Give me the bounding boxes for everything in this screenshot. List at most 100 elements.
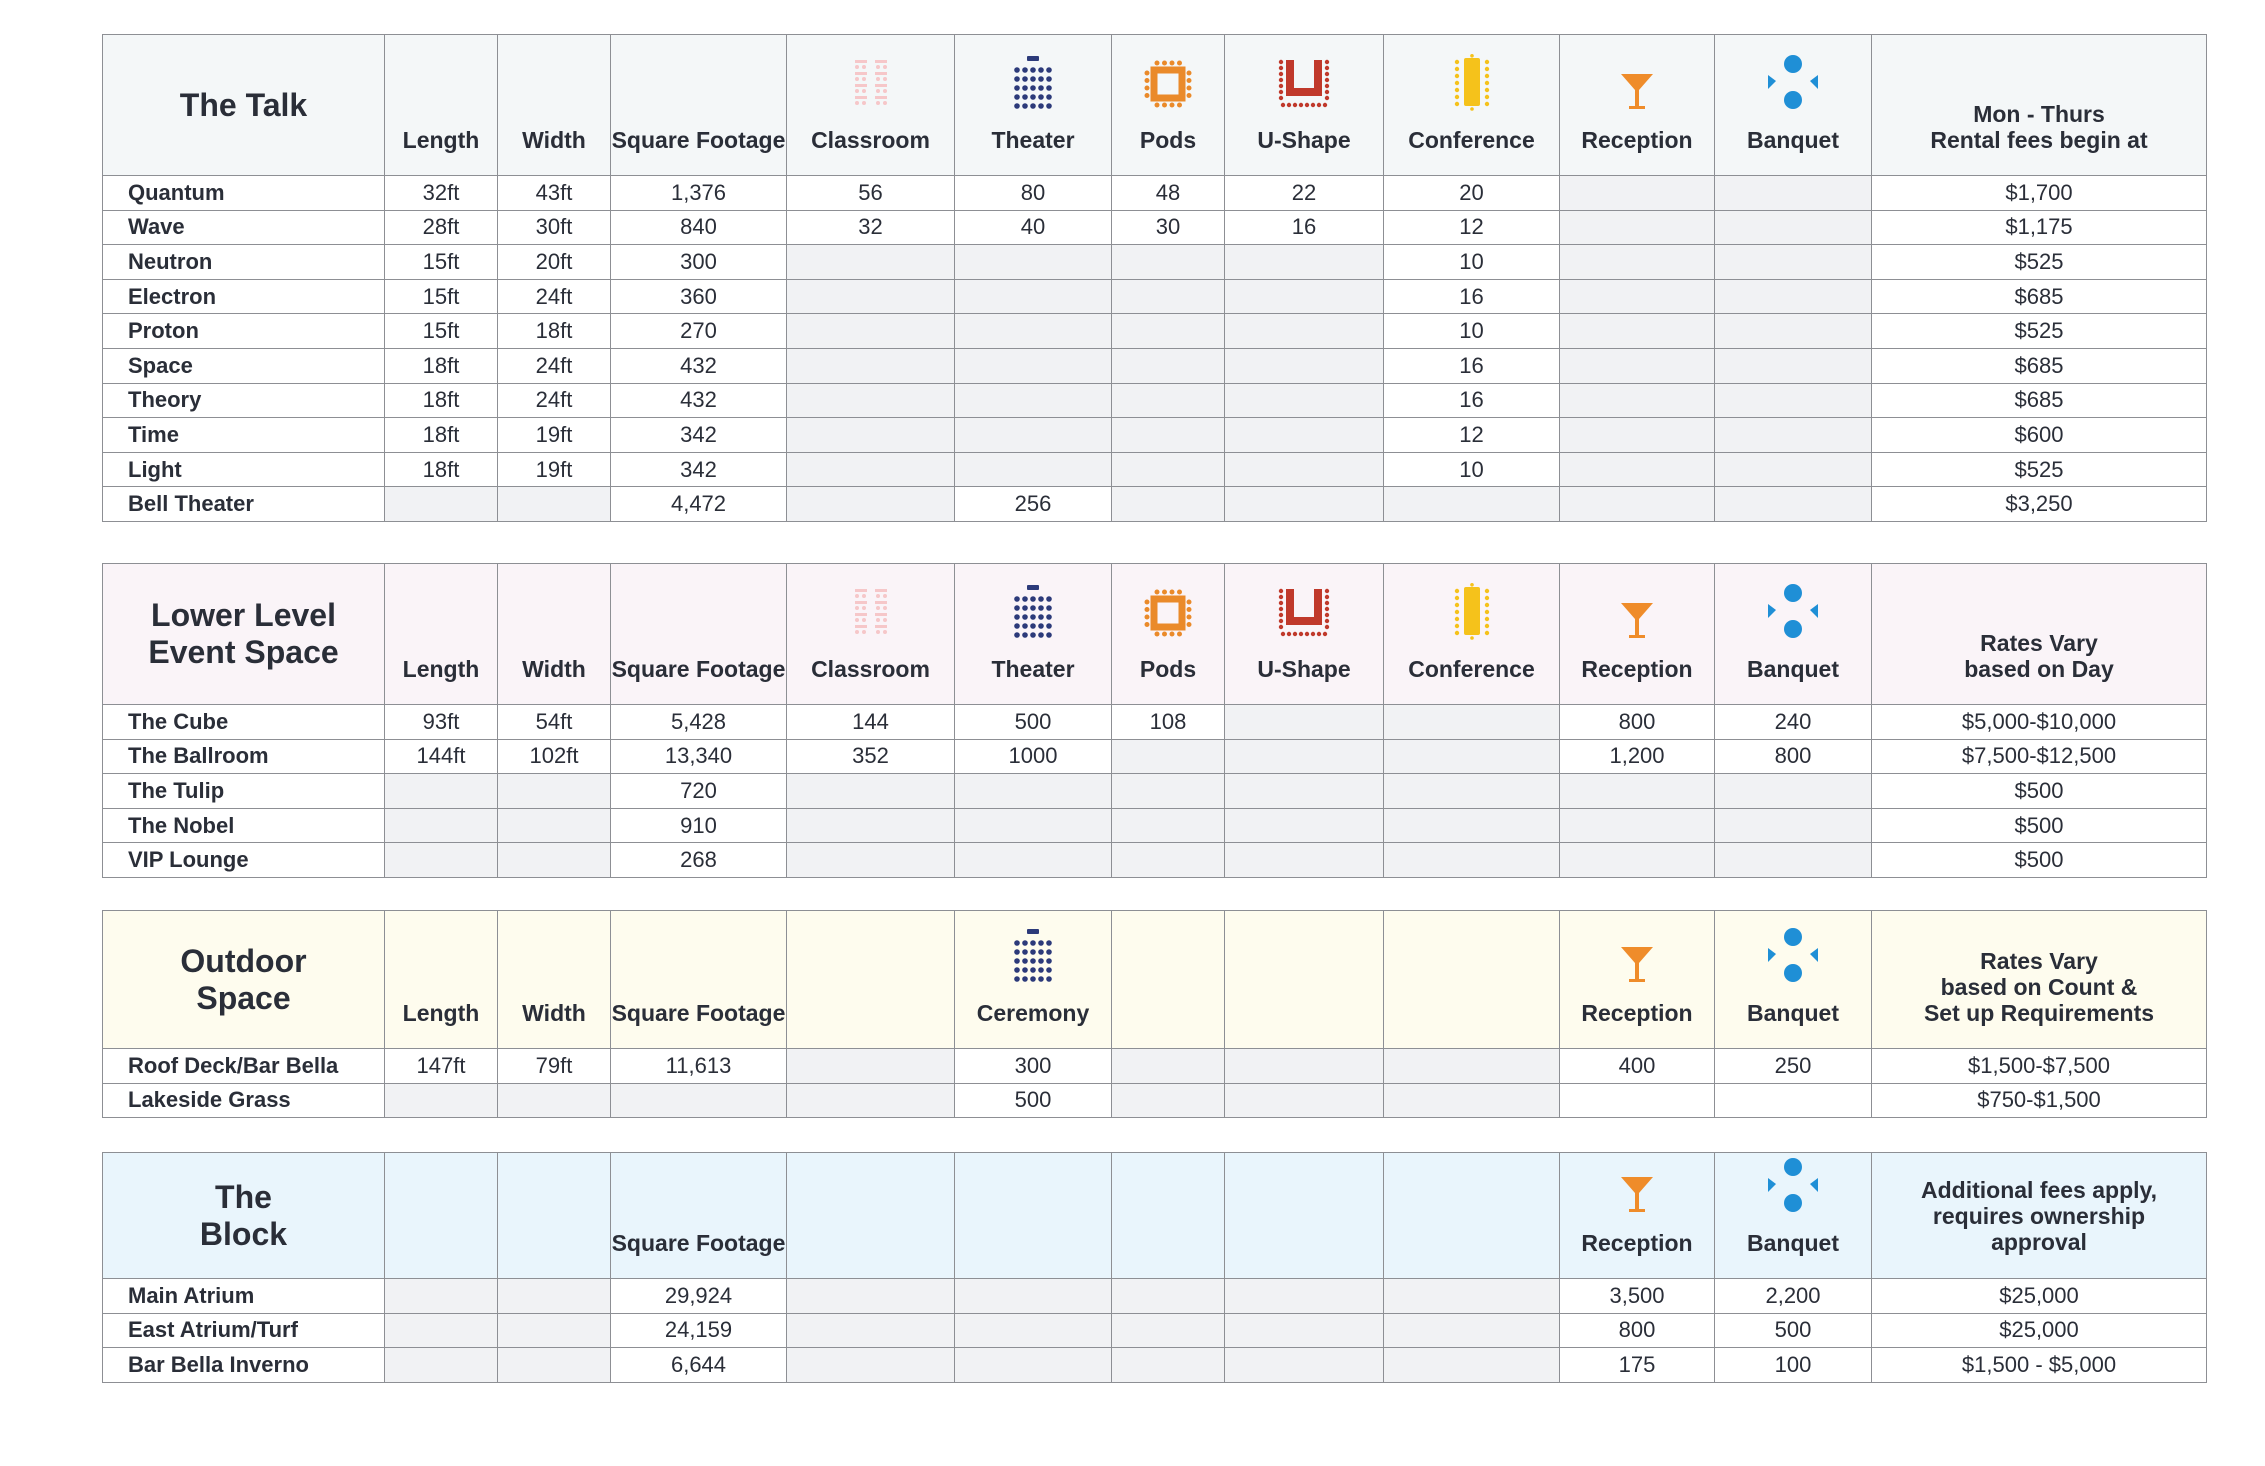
- length-cell: [384, 773, 498, 809]
- length-cell: 32ft: [384, 175, 498, 211]
- classroom-cell: [786, 842, 955, 878]
- ushape-cell: [1224, 382, 1384, 419]
- ushape-cell: [1224, 1347, 1384, 1383]
- table-row: East Atrium/Turf 24,159 800 500 $25,000: [102, 1312, 2207, 1349]
- conference-header: Conference: [1383, 34, 1560, 176]
- length-cell: 147ft: [384, 1048, 498, 1084]
- conference-cell: 16: [1383, 347, 1560, 384]
- width-header: Width: [497, 34, 611, 176]
- pods-header: Pods: [1111, 34, 1225, 176]
- width-cell: 19ft: [497, 451, 611, 488]
- ushape-cell: [1224, 1048, 1384, 1084]
- ushape-cell: [1224, 1082, 1384, 1119]
- banquet-cell: [1714, 382, 1872, 419]
- width-cell: 54ft: [497, 704, 611, 740]
- length-cell: 18ft: [384, 451, 498, 488]
- width-header: Width: [497, 563, 611, 705]
- banquet-cell: [1714, 486, 1872, 522]
- theater-icon: [1009, 927, 1057, 990]
- table-row: Light 18ft 19ft 342 10 $525: [102, 451, 2207, 488]
- cocktail-glass-icon: [1617, 1169, 1657, 1220]
- room-name-cell: Electron: [102, 278, 385, 315]
- length-cell: [384, 486, 498, 522]
- length-cell: 28ft: [384, 209, 498, 246]
- width-cell: [497, 1082, 611, 1119]
- width-cell: 24ft: [497, 278, 611, 315]
- reception-cell: 800: [1559, 1312, 1715, 1349]
- conference-cell: [1383, 1082, 1560, 1119]
- theater-cell: [954, 278, 1112, 315]
- classroom-cell: [786, 773, 955, 809]
- fee-cell: $25,000: [1871, 1312, 2207, 1349]
- reception-cell: [1559, 313, 1715, 349]
- banquet-cell: 240: [1714, 704, 1872, 740]
- ushape-cell: [1224, 486, 1384, 522]
- theater-cell: [954, 451, 1112, 488]
- length-cell: 93ft: [384, 704, 498, 740]
- room-name-cell: Roof Deck/Bar Bella: [102, 1048, 385, 1084]
- width-cell: 43ft: [497, 175, 611, 211]
- ushape-header: U-Shape: [1224, 563, 1384, 705]
- width-cell: [497, 1278, 611, 1314]
- the-talk-table: The Talk Length Width Square Footage Cla…: [102, 34, 2207, 522]
- ushape-cell: [1224, 313, 1384, 349]
- pods-cell: [1111, 486, 1225, 522]
- conference-cell: 12: [1383, 209, 1560, 246]
- theater-cell: [954, 807, 1112, 844]
- classroom-icon: [847, 583, 895, 646]
- reception-cell: [1559, 486, 1715, 522]
- room-name-cell: The Nobel: [102, 807, 385, 844]
- banquet-header: Banquet: [1714, 563, 1872, 705]
- room-name-cell: Time: [102, 417, 385, 453]
- outdoor-space-table: Outdoor Space Length Width Square Footage…: [102, 910, 2207, 1119]
- room-name-cell: Lakeside Grass: [102, 1082, 385, 1119]
- reception-cell: [1559, 773, 1715, 809]
- length-cell: 15ft: [384, 278, 498, 315]
- classroom-cell: [786, 451, 955, 488]
- length-cell: 18ft: [384, 417, 498, 453]
- section-title: The Block: [102, 1152, 385, 1279]
- cocktail-glass-icon: [1617, 939, 1657, 990]
- pods-cell: [1111, 382, 1225, 419]
- ushape-cell: [1224, 278, 1384, 315]
- classroom-header: Classroom: [786, 34, 955, 176]
- table-row: Electron 15ft 24ft 360 16 $685: [102, 278, 2207, 315]
- width-cell: [497, 486, 611, 522]
- classroom-cell: [786, 1312, 955, 1349]
- table-row: The Cube 93ft 54ft 5,428 144 500 108 800 240 $5,0…: [102, 704, 2207, 740]
- reception-cell: [1559, 175, 1715, 211]
- reception-cell: [1559, 278, 1715, 315]
- classroom-cell: [786, 244, 955, 280]
- blank-header: [1224, 1152, 1384, 1279]
- width-header: Width: [497, 910, 611, 1049]
- classroom-cell: 144: [786, 704, 955, 740]
- length-cell: 15ft: [384, 313, 498, 349]
- table-row: Bell Theater 4,472 256 $3,250: [102, 486, 2207, 522]
- classroom-cell: [786, 1278, 955, 1314]
- classroom-icon: [847, 54, 895, 117]
- table-row: Quantum 32ft 43ft 1,376 56 80 48 22 20 $1,700: [102, 175, 2207, 211]
- sqft-cell: [610, 1082, 787, 1119]
- reception-cell: 800: [1559, 704, 1715, 740]
- banquet-cell: [1714, 347, 1872, 384]
- fee-header: Additional fees apply, requires ownership…: [1871, 1152, 2207, 1279]
- pods-cell: [1111, 1278, 1225, 1314]
- table-row: Time 18ft 19ft 342 12 $600: [102, 417, 2207, 453]
- width-cell: 19ft: [497, 417, 611, 453]
- room-name-cell: The Cube: [102, 704, 385, 740]
- pods-cell: [1111, 1312, 1225, 1349]
- length-cell: [384, 1312, 498, 1349]
- room-name-cell: The Ballroom: [102, 738, 385, 775]
- sqft-cell: 342: [610, 451, 787, 488]
- length-cell: [384, 807, 498, 844]
- theater-cell: [954, 1312, 1112, 1349]
- room-name-cell: Proton: [102, 313, 385, 349]
- fee-cell: $7,500-$12,500: [1871, 738, 2207, 775]
- blank-header: [1224, 910, 1384, 1049]
- classroom-cell: [786, 313, 955, 349]
- room-name-cell: East Atrium/Turf: [102, 1312, 385, 1349]
- reception-cell: 175: [1559, 1347, 1715, 1383]
- pods-cell: [1111, 347, 1225, 384]
- pods-cell: [1111, 1347, 1225, 1383]
- fee-cell: $1,700: [1871, 175, 2207, 211]
